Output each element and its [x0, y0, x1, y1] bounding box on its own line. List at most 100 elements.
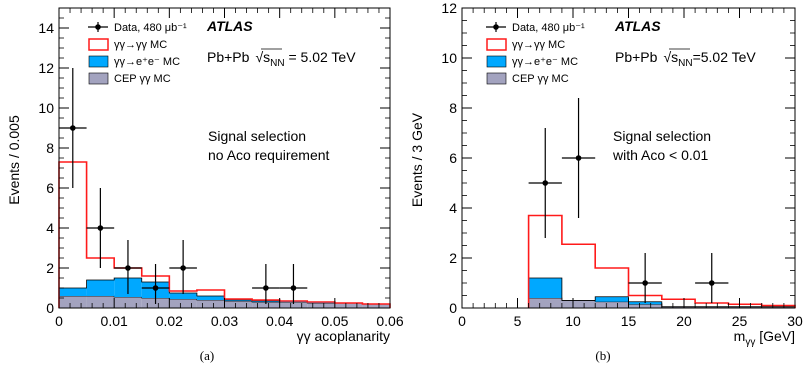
- x-axis-label-unit-b: [GeV]: [755, 328, 795, 344]
- y-tick-label-a: 6: [46, 180, 54, 196]
- plot-area-a: [58, 68, 391, 308]
- x-axis-label-a: γγ acoplanarity: [297, 328, 390, 344]
- x-tick-label-b: 30: [787, 313, 803, 329]
- energy-val-a: = 5.02 TeV: [285, 49, 357, 65]
- legend-swatch-ee-b: [486, 55, 507, 68]
- data-points-a: [59, 68, 308, 304]
- y-tick-label-b: 8: [449, 100, 457, 116]
- ticks-a: [58, 7, 391, 309]
- energy-sqrt-a: √: [255, 49, 263, 65]
- annotation-line1-b: Signal selection: [613, 128, 711, 144]
- x-tick-label-a: 0.03: [211, 313, 238, 329]
- x-tick-label-b: 0: [458, 313, 466, 329]
- legend-label-cep-a: CEP γγ MC: [114, 73, 171, 85]
- y-tick-label-a: 4: [46, 220, 54, 236]
- y-tick-label-b: 12: [441, 0, 457, 16]
- bar-cep-b: [661, 306, 696, 308]
- y-tick-label-a: 12: [38, 60, 54, 76]
- bar-cep-b: [561, 300, 596, 308]
- bar-cep-a: [169, 299, 197, 308]
- data-point-a: [59, 68, 87, 188]
- bar-ee-a: [224, 300, 253, 301]
- data-point-a: [169, 240, 197, 294]
- legend-entry-gg-b: γγ→γγ MC: [486, 38, 565, 51]
- data-point-a: [279, 264, 308, 304]
- legend-label-gg-a: γγ→γγ MC: [114, 39, 167, 51]
- bar-cep-a: [307, 303, 335, 308]
- x-tick-label-a: 0.04: [266, 313, 293, 329]
- caption-b: (b): [595, 348, 610, 363]
- system-label-b: Pb+Pb: [615, 49, 658, 65]
- y-tick-label-a: 8: [46, 140, 54, 156]
- energy-s-b: s: [671, 49, 678, 65]
- data-point-b: [528, 128, 562, 238]
- legend-entry-gg-a: γγ→γγ MC: [88, 38, 167, 51]
- legend-entry-ee-a: γγ→e⁺e⁻ MC: [88, 55, 180, 68]
- bar-cep-b: [728, 306, 762, 308]
- y-tick-label-b: 4: [449, 200, 457, 216]
- data-point-b: [561, 98, 596, 218]
- energy-s-a: s: [263, 49, 270, 65]
- data-point-a: [86, 188, 115, 268]
- y-axis-label-b: Events / 3 GeV: [409, 112, 425, 207]
- bar-cep-b: [761, 306, 795, 308]
- bar-ee-a: [59, 288, 87, 296]
- energy-sub-a: NN: [270, 58, 284, 69]
- bar-ee-a: [86, 280, 115, 296]
- bar-cep-b: [628, 304, 662, 308]
- legend-marker-data-b: [493, 24, 499, 30]
- data-point-a: [141, 264, 170, 304]
- x-tick-label-b: 15: [621, 313, 637, 329]
- x-axis-label-main-b: m: [734, 328, 746, 344]
- y-tick-label-b: 10: [441, 50, 457, 66]
- legend-b: Data, 480 μb⁻¹ γγ→γγ MC γγ→e⁺e⁻ MC CEP γ…: [486, 22, 585, 85]
- data-point-b: [695, 253, 729, 303]
- y-tick-label-b: 2: [449, 250, 457, 266]
- annotation-line1-a: Signal selection: [208, 128, 306, 144]
- data-point-a: [252, 264, 280, 304]
- caption-a: (a): [200, 348, 214, 363]
- legend-entry-data-a: Data, 480 μb⁻¹: [88, 22, 187, 34]
- data-point-b: [628, 253, 662, 303]
- bar-ee-b: [528, 278, 562, 298]
- y-axis-label-a: Events / 0.005: [6, 115, 22, 205]
- x-tick-label-a: 0.02: [156, 313, 183, 329]
- energy-val-b: =5.02 TeV: [693, 49, 757, 65]
- x-tick-label-a: 0: [55, 313, 63, 329]
- tick-labels-b: 0 5 10 15 20 25 30 0 2 4 6 8 10 12: [441, 0, 803, 329]
- x-tick-label-b: 10: [565, 313, 581, 329]
- bar-ee-a: [196, 296, 225, 300]
- y-tick-label-a: 0: [46, 300, 54, 316]
- bar-ee-a: [169, 293, 197, 299]
- x-tick-label-b: 5: [514, 313, 522, 329]
- y-tick-label-a: 2: [46, 260, 54, 276]
- x-axis-label-b: mγγ [GeV]: [734, 328, 795, 348]
- energy-label-b: Pb+Pb √sNN=5.02 TeV: [615, 49, 756, 69]
- legend-label-data-a: Data, 480 μb⁻¹: [114, 22, 187, 34]
- bar-cep-a: [334, 303, 363, 308]
- experiment-label-b: ATLAS: [614, 18, 661, 34]
- system-label-a: Pb+Pb: [207, 49, 250, 65]
- stack-gg-b: [527, 214, 796, 308]
- bar-cep-a: [114, 297, 142, 308]
- bar-ee-b: [595, 296, 629, 302]
- x-tick-label-a: 0.05: [321, 313, 348, 329]
- y-tick-label-b: 0: [449, 300, 457, 316]
- ticks-b: [461, 7, 796, 309]
- annotation-line2-a: no Aco requirement: [208, 147, 330, 163]
- y-tick-label-b: 6: [449, 150, 457, 166]
- histogram-gg-b: [527, 214, 796, 308]
- energy-sub-b: NN: [678, 58, 692, 69]
- bar-cep-a: [224, 301, 253, 308]
- x-tick-label-b: 20: [676, 313, 692, 329]
- tick-labels-a: 0 0.01 0.02 0.03 0.04 0.05 0.06 0 2 4 6 8 10 12 14: [38, 20, 403, 329]
- annotation-line2-b: with Aco < 0.01: [612, 147, 709, 163]
- bar-cep-a: [362, 304, 390, 308]
- y-tick-label-a: 14: [38, 20, 54, 36]
- legend-entry-cep-b: CEP γγ MC: [486, 72, 569, 85]
- legend-entry-cep-a: CEP γγ MC: [88, 72, 171, 85]
- legend-swatch-cep-a: [88, 72, 109, 85]
- bar-cep-a: [59, 296, 87, 308]
